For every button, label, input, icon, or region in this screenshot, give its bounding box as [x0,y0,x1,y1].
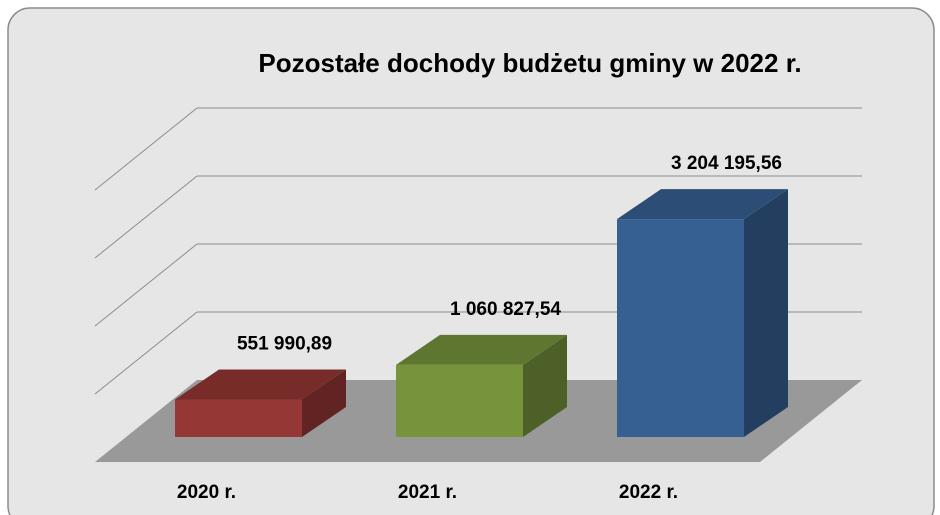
data-label: 3 204 195,56 [671,153,782,174]
grid-line [94,243,198,327]
bar-top [175,369,346,400]
bar [617,219,744,437]
grid-line [94,175,198,259]
bar-side [744,189,788,437]
bar-top [396,334,567,365]
chart-title: Pozostałe dochody budżetu gminy w 2022 r… [258,48,801,78]
bar [175,399,302,437]
grid-line [94,107,198,191]
bar-side [523,334,567,437]
bar-top [617,189,788,220]
data-label: 1 060 827,54 [450,299,561,320]
x-tick-label: 2020 r. [177,482,236,503]
x-tick-label: 2022 r. [619,482,678,503]
bar-side [302,369,346,437]
data-label: 551 990,89 [237,333,332,354]
grid-line [94,311,198,395]
x-tick-label: 2021 r. [398,482,457,503]
bar [396,364,523,437]
